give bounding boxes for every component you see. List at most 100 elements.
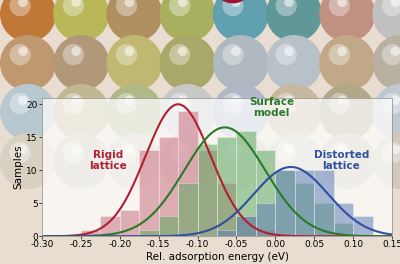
Bar — [256, 150, 275, 236]
Bar — [334, 203, 353, 236]
Circle shape — [222, 44, 244, 65]
Circle shape — [284, 144, 294, 154]
Circle shape — [124, 46, 134, 56]
Circle shape — [116, 44, 137, 65]
Circle shape — [372, 84, 400, 140]
Text: Surface
model: Surface model — [249, 97, 294, 118]
Circle shape — [160, 84, 216, 140]
Bar — [139, 230, 159, 236]
Bar — [217, 230, 236, 236]
Circle shape — [222, 142, 244, 163]
Text: Rigid
lattice: Rigid lattice — [89, 150, 127, 171]
Circle shape — [10, 44, 31, 65]
Circle shape — [231, 46, 240, 56]
Circle shape — [372, 35, 400, 91]
Bar — [256, 203, 275, 236]
Circle shape — [71, 46, 81, 56]
Circle shape — [319, 35, 375, 91]
Circle shape — [382, 0, 400, 16]
Circle shape — [18, 46, 28, 56]
Circle shape — [18, 144, 28, 154]
Bar — [295, 170, 314, 236]
Circle shape — [382, 93, 400, 114]
Circle shape — [213, 0, 253, 3]
Circle shape — [319, 133, 375, 189]
Circle shape — [106, 0, 162, 42]
Circle shape — [10, 142, 31, 163]
Circle shape — [390, 144, 400, 154]
Circle shape — [178, 96, 187, 105]
Circle shape — [337, 0, 347, 7]
Circle shape — [276, 44, 297, 65]
Circle shape — [222, 0, 244, 16]
Circle shape — [319, 84, 375, 140]
Bar — [217, 183, 236, 236]
Bar — [178, 183, 198, 236]
Circle shape — [213, 84, 269, 140]
X-axis label: Rel. adsorption energy (eV): Rel. adsorption energy (eV) — [146, 252, 288, 262]
Circle shape — [222, 93, 244, 114]
Circle shape — [116, 0, 137, 16]
Circle shape — [169, 0, 190, 16]
Circle shape — [266, 84, 322, 140]
Circle shape — [178, 144, 187, 154]
Circle shape — [53, 133, 109, 189]
Y-axis label: Samples: Samples — [14, 145, 24, 189]
Circle shape — [18, 0, 28, 7]
Circle shape — [266, 35, 322, 91]
Bar — [314, 170, 334, 236]
Circle shape — [106, 35, 162, 91]
Circle shape — [231, 96, 240, 105]
Bar — [159, 216, 178, 236]
Circle shape — [106, 133, 162, 189]
Circle shape — [124, 0, 134, 7]
Circle shape — [124, 96, 134, 105]
Circle shape — [63, 0, 84, 16]
Bar — [256, 230, 275, 236]
Circle shape — [71, 0, 81, 7]
Circle shape — [160, 133, 216, 189]
Bar — [81, 230, 100, 236]
Bar — [178, 111, 198, 236]
Circle shape — [329, 93, 350, 114]
Circle shape — [124, 144, 134, 154]
Circle shape — [0, 0, 56, 42]
Text: Distorted
lattice: Distorted lattice — [314, 150, 369, 171]
Bar — [198, 150, 217, 236]
Circle shape — [116, 93, 137, 114]
Circle shape — [284, 96, 294, 105]
Circle shape — [319, 0, 375, 42]
Circle shape — [276, 142, 297, 163]
Circle shape — [63, 142, 84, 163]
Bar — [236, 216, 256, 236]
Circle shape — [53, 35, 109, 91]
Circle shape — [329, 142, 350, 163]
Circle shape — [372, 0, 400, 42]
Circle shape — [329, 44, 350, 65]
Circle shape — [231, 0, 240, 7]
Circle shape — [18, 96, 28, 105]
Bar — [334, 223, 353, 236]
Circle shape — [63, 93, 84, 114]
Circle shape — [10, 0, 31, 16]
Circle shape — [169, 142, 190, 163]
Circle shape — [169, 93, 190, 114]
Circle shape — [266, 133, 322, 189]
Circle shape — [284, 46, 294, 56]
Bar — [120, 210, 139, 236]
Circle shape — [0, 35, 56, 91]
Circle shape — [71, 144, 81, 154]
Circle shape — [160, 0, 216, 42]
Bar — [314, 203, 334, 236]
Circle shape — [71, 96, 81, 105]
Circle shape — [116, 142, 137, 163]
Circle shape — [160, 35, 216, 91]
Circle shape — [231, 144, 240, 154]
Bar — [275, 170, 295, 236]
Circle shape — [390, 96, 400, 105]
Circle shape — [53, 0, 109, 42]
Circle shape — [337, 96, 347, 105]
Circle shape — [169, 44, 190, 65]
Circle shape — [276, 93, 297, 114]
Circle shape — [382, 44, 400, 65]
